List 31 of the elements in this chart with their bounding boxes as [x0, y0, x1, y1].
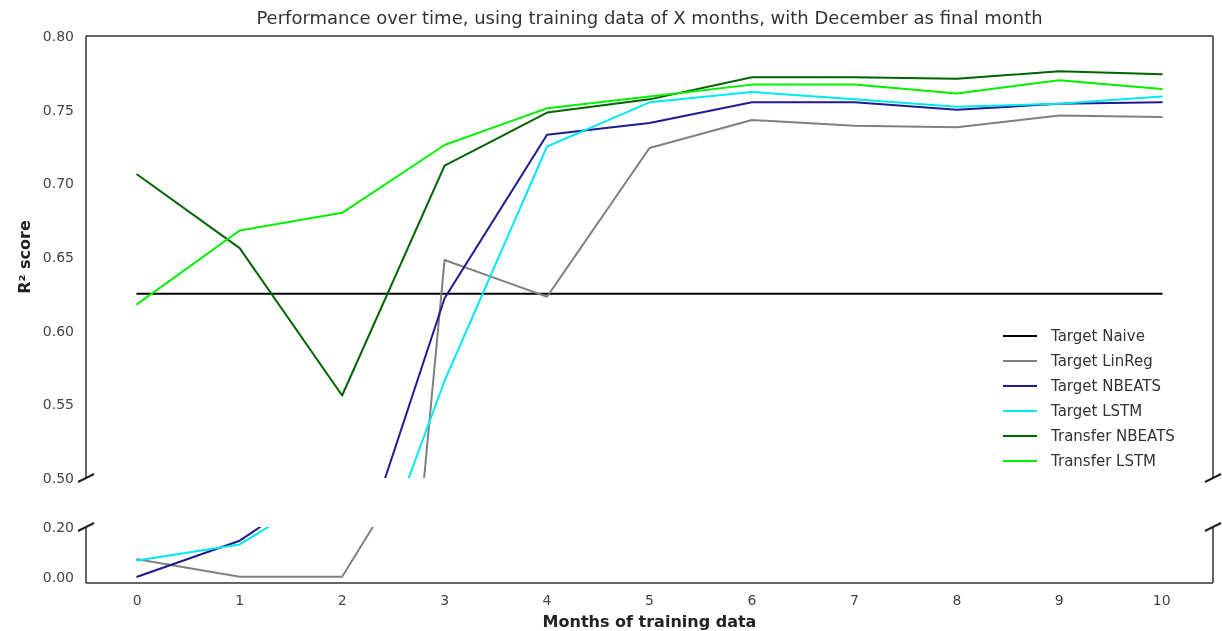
x-tick-label: 0 [132, 592, 142, 608]
x-tick-label: 4 [542, 592, 552, 608]
y-tick-label: 0.60 [42, 322, 74, 339]
y-tick-label: 0.65 [42, 248, 74, 265]
y-tick-label: 0.70 [42, 175, 74, 192]
y-tick-label: 0.00 [42, 568, 74, 585]
x-tick-label: 1 [235, 592, 245, 608]
legend-label: Target Naive [1050, 327, 1145, 345]
y-tick-label: 0.75 [42, 101, 74, 118]
x-tick-label: 9 [1054, 592, 1064, 608]
y-tick-label: 0.55 [42, 396, 74, 413]
legend-label: Target LSTM [1050, 402, 1143, 420]
x-tick-label: 7 [849, 592, 859, 608]
x-tick-label: 10 [1152, 592, 1171, 608]
x-tick-label: 5 [645, 592, 654, 608]
line-series [136, 79, 1163, 306]
x-tick-label: 8 [952, 592, 962, 608]
x-tick-label: 6 [747, 592, 757, 608]
y-axis-title: R² score [15, 220, 34, 294]
legend-label: Transfer NBEATS [1050, 427, 1175, 445]
x-tick-label: 3 [440, 592, 450, 608]
x-axis-title: Months of training data [542, 612, 757, 631]
x-tick-label: 2 [337, 592, 347, 608]
y-tick-label: 0.50 [42, 469, 74, 486]
legend-label: Target LinReg [1050, 352, 1153, 370]
y-tick-label: 0.20 [42, 518, 74, 535]
legend-label: Transfer LSTM [1050, 452, 1157, 470]
y-tick-label: 0.80 [42, 27, 74, 44]
chart-title: Performance over time, using training data of X months, with December as final month [256, 7, 1043, 28]
line-series [136, 70, 1163, 397]
legend-label: Target NBEATS [1050, 377, 1161, 395]
